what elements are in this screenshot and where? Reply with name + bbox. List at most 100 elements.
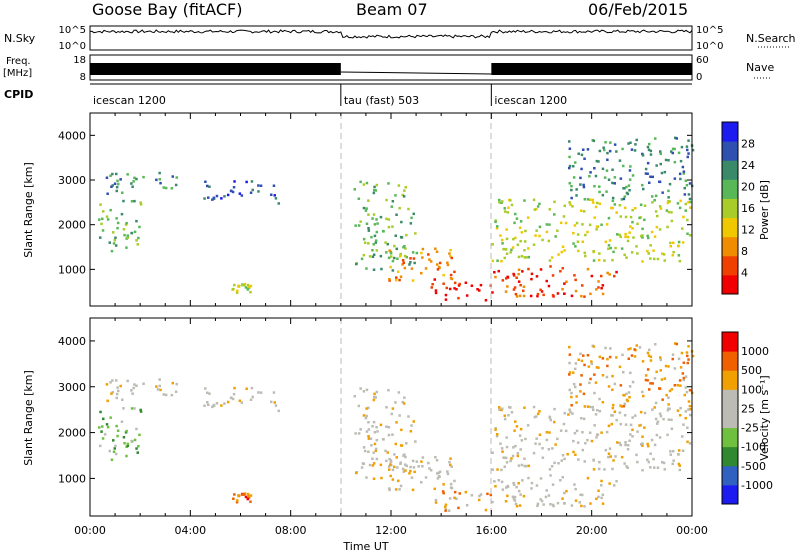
velocity-cell bbox=[574, 367, 577, 371]
velocity-cell bbox=[658, 412, 662, 415]
power-cell bbox=[669, 241, 672, 245]
velocity-cell bbox=[135, 384, 138, 387]
power-cell bbox=[403, 245, 406, 248]
power-cell bbox=[664, 158, 668, 162]
power-cell bbox=[498, 198, 501, 202]
velocity-cell bbox=[573, 483, 576, 486]
power-cell bbox=[636, 252, 639, 255]
velocity-cell bbox=[424, 476, 428, 479]
velocity-cell bbox=[641, 435, 644, 438]
power-cell bbox=[246, 283, 250, 287]
velocity-cell bbox=[662, 461, 666, 465]
power-cell bbox=[388, 278, 391, 281]
power-cell bbox=[112, 242, 116, 245]
velocity-cell bbox=[634, 414, 637, 417]
velocity-cell bbox=[233, 493, 236, 496]
velocity-cell bbox=[609, 347, 612, 350]
power-cell bbox=[667, 196, 670, 199]
velocity-cell bbox=[574, 385, 577, 389]
power-cell bbox=[409, 222, 413, 225]
velocity-cell bbox=[642, 394, 645, 398]
power-cell bbox=[675, 137, 678, 140]
velocity-cell bbox=[393, 465, 396, 469]
velocity-cell bbox=[354, 432, 357, 435]
velocity-cell bbox=[437, 471, 440, 474]
power-cell bbox=[646, 161, 650, 165]
velocity-cell bbox=[249, 398, 253, 401]
power-colorbar-tick-label: 24 bbox=[741, 159, 755, 172]
velocity-cell bbox=[136, 451, 139, 454]
velocity-cell bbox=[651, 382, 654, 385]
power-cell bbox=[362, 237, 366, 241]
power-cell bbox=[115, 189, 118, 193]
velocity-cell bbox=[272, 391, 276, 394]
velocity-cell bbox=[635, 344, 638, 347]
power-cell bbox=[359, 220, 362, 223]
power-cell bbox=[641, 260, 644, 263]
power-cell bbox=[259, 184, 263, 187]
power-cell bbox=[686, 232, 689, 235]
velocity-cell bbox=[568, 353, 572, 356]
power-colorbar-tick-label: 16 bbox=[741, 202, 755, 215]
velocity-cell bbox=[626, 444, 630, 447]
power-cell bbox=[686, 218, 689, 222]
velocity-cell bbox=[501, 488, 505, 491]
power-cell bbox=[670, 150, 673, 153]
power-cell bbox=[248, 285, 251, 288]
power-y-tick-label: 3000 bbox=[58, 174, 86, 187]
velocity-cell bbox=[580, 504, 583, 508]
velocity-cell bbox=[270, 400, 273, 404]
velocity-cell bbox=[658, 436, 662, 439]
power-cell bbox=[592, 139, 596, 143]
velocity-cell bbox=[568, 345, 571, 349]
power-cell bbox=[556, 292, 560, 295]
velocity-cells bbox=[98, 342, 695, 512]
velocity-cell bbox=[404, 469, 407, 472]
power-cell bbox=[666, 225, 669, 229]
power-cell bbox=[106, 192, 109, 195]
velocity-cell bbox=[687, 400, 691, 403]
velocity-cell bbox=[246, 497, 249, 501]
power-cell bbox=[394, 278, 398, 282]
velocity-cell bbox=[619, 443, 622, 447]
velocity-cell bbox=[648, 388, 651, 391]
velocity-cell bbox=[686, 361, 689, 365]
power-cell bbox=[682, 170, 686, 173]
velocity-cell bbox=[641, 444, 644, 447]
power-cell bbox=[677, 244, 680, 248]
velocity-cell bbox=[109, 381, 112, 384]
power-cell bbox=[395, 247, 398, 251]
velocity-cell bbox=[510, 457, 513, 460]
velocity-cell bbox=[630, 354, 634, 357]
power-cell bbox=[99, 236, 102, 239]
power-cell bbox=[257, 184, 260, 187]
velocity-x-ticks bbox=[89, 318, 693, 516]
power-cell bbox=[564, 221, 568, 225]
power-cell bbox=[668, 182, 672, 186]
velocity-cell bbox=[565, 489, 568, 493]
power-cell bbox=[677, 254, 681, 257]
velocity-cell bbox=[517, 489, 521, 493]
power-cell bbox=[539, 288, 542, 292]
velocity-cell bbox=[593, 391, 596, 395]
velocity-cell bbox=[103, 433, 107, 436]
velocity-cell bbox=[611, 403, 615, 407]
power-cell bbox=[671, 254, 674, 257]
velocity-cell bbox=[504, 456, 508, 460]
power-cell bbox=[115, 185, 119, 189]
velocity-cell bbox=[444, 505, 447, 509]
power-cell bbox=[389, 252, 393, 255]
velocity-cell bbox=[586, 476, 590, 480]
velocity-cell bbox=[610, 414, 613, 417]
power-cell bbox=[410, 216, 413, 220]
power-cell bbox=[395, 276, 398, 279]
velocity-cell bbox=[248, 494, 251, 498]
velocity-cell bbox=[644, 378, 648, 382]
velocity-cell bbox=[559, 479, 562, 482]
time-tick-label: 00:00 bbox=[676, 524, 708, 537]
power-cell bbox=[601, 284, 605, 287]
power-cell bbox=[374, 239, 378, 242]
power-cell bbox=[458, 282, 461, 286]
power-cell bbox=[506, 285, 509, 288]
